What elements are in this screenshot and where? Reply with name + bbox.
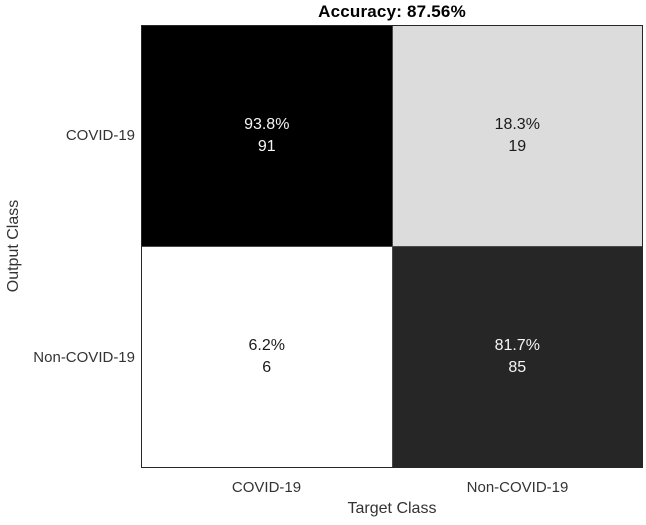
cell-percent: 18.3% bbox=[494, 116, 540, 133]
cell-count: 6 bbox=[262, 359, 272, 376]
chart-title: Accuracy: 87.56% bbox=[318, 2, 466, 21]
matrix-cell-false-positive: 18.3% 19 bbox=[392, 26, 642, 246]
confusion-matrix-grid: 93.8% 91 18.3% 19 6.2% 6 81.7% 85 bbox=[141, 25, 643, 468]
col-label-non-covid19: Non-COVID-19 bbox=[466, 479, 569, 496]
cell-percent: 93.8% bbox=[244, 116, 290, 133]
cell-count: 19 bbox=[508, 138, 527, 155]
y-axis-label: Output Class bbox=[5, 199, 22, 293]
matrix-cell-true-negative: 81.7% 85 bbox=[392, 247, 642, 467]
matrix-cell-true-positive: 93.8% 91 bbox=[142, 26, 392, 246]
matrix-cell-false-negative: 6.2% 6 bbox=[142, 247, 392, 467]
col-label-covid19: COVID-19 bbox=[231, 479, 302, 496]
cell-count: 85 bbox=[508, 359, 527, 376]
cell-percent: 81.7% bbox=[494, 337, 540, 354]
x-axis-label: Target Class bbox=[347, 500, 437, 517]
cell-count: 91 bbox=[257, 138, 276, 155]
row-label-non-covid19: Non-COVID-19 bbox=[33, 349, 135, 366]
cell-percent: 6.2% bbox=[248, 337, 285, 354]
row-label-covid19: COVID-19 bbox=[65, 127, 135, 144]
